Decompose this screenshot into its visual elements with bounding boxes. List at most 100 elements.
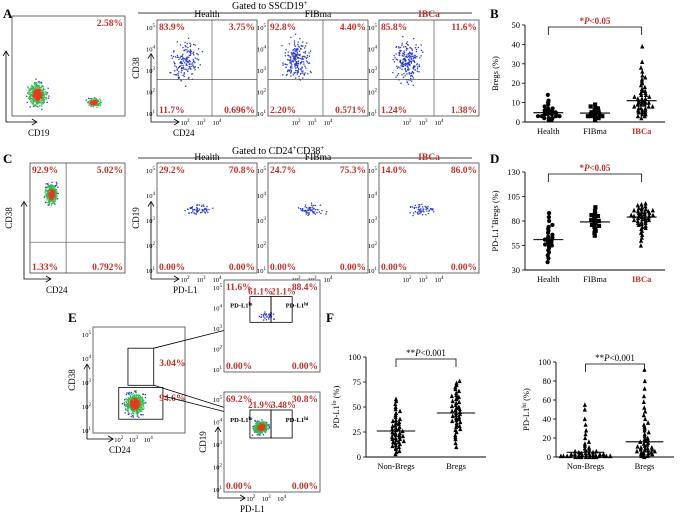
event-dot xyxy=(203,205,205,207)
event-dot xyxy=(130,402,133,404)
event-dot xyxy=(254,419,256,422)
event-dot xyxy=(408,71,410,74)
event-dot xyxy=(204,212,207,214)
event-dot xyxy=(128,413,130,415)
y-tick-exp: 1 xyxy=(89,427,92,432)
event-dot xyxy=(401,62,403,64)
y-tick-exp: 5 xyxy=(375,24,378,29)
event-dot xyxy=(194,213,196,215)
event-dot xyxy=(257,427,259,430)
event-dot xyxy=(193,212,195,214)
event-dot xyxy=(264,428,267,431)
event-dot xyxy=(45,193,47,196)
event-dot xyxy=(417,66,419,68)
event-dot xyxy=(140,403,142,405)
gate-box xyxy=(118,387,164,420)
event-dot xyxy=(33,104,36,106)
event-dot xyxy=(295,53,298,56)
event-dot xyxy=(94,103,97,105)
event-dot xyxy=(43,91,45,94)
event-dot xyxy=(254,430,257,432)
event-dot xyxy=(49,195,51,197)
quadrant-bl: 0.00% xyxy=(270,263,296,273)
event-dot xyxy=(132,395,134,398)
event-dot xyxy=(127,413,130,416)
event-dot xyxy=(36,106,39,108)
event-dot xyxy=(392,58,394,61)
data-point xyxy=(589,110,594,115)
event-dot xyxy=(30,88,33,91)
event-dot xyxy=(297,65,299,67)
event-dot xyxy=(126,404,128,406)
event-dot xyxy=(41,84,44,87)
event-dot xyxy=(129,402,131,404)
event-dot xyxy=(47,182,49,185)
event-dot xyxy=(37,103,39,105)
event-dot xyxy=(55,195,57,197)
event-dot xyxy=(182,46,184,49)
data-point xyxy=(589,213,594,218)
event-dot xyxy=(299,63,301,65)
event-dot xyxy=(397,72,400,75)
event-dot xyxy=(142,393,144,395)
event-dot xyxy=(326,211,328,213)
event-dot xyxy=(132,392,134,394)
event-dot xyxy=(46,194,48,196)
y-tick-exp: 3 xyxy=(375,67,378,72)
event-dot xyxy=(307,208,309,210)
quadrant-br: 0.571% xyxy=(335,106,366,116)
data-point xyxy=(643,96,648,101)
event-dot xyxy=(173,62,176,65)
event-dot xyxy=(30,92,32,94)
event-dot xyxy=(404,57,406,60)
event-dot xyxy=(300,69,302,71)
plot-frame xyxy=(267,162,369,274)
event-dot xyxy=(45,188,47,191)
event-dot xyxy=(53,191,55,193)
event-dot xyxy=(190,206,192,209)
event-dot xyxy=(37,106,39,108)
ylabel-part: PD-L1 xyxy=(331,405,341,428)
event-dot xyxy=(32,91,35,93)
event-dot xyxy=(415,44,417,46)
event-dot xyxy=(41,86,43,88)
event-dot xyxy=(42,93,44,95)
event-dot xyxy=(32,88,35,90)
event-dot xyxy=(35,99,37,101)
event-dot xyxy=(261,431,263,434)
event-dot xyxy=(33,99,36,102)
plot-frame xyxy=(267,19,369,117)
event-dot xyxy=(128,402,130,404)
y-tick-exp: 5 xyxy=(220,396,223,401)
y-tick-exp: 3 xyxy=(375,217,378,222)
event-dot xyxy=(41,108,43,111)
quadrant-tl: 14.0% xyxy=(381,166,407,176)
data-point xyxy=(645,445,650,451)
data-point xyxy=(634,448,640,454)
event-dot xyxy=(135,409,137,411)
event-dot xyxy=(398,66,400,68)
event-dot xyxy=(37,91,39,93)
event-dot xyxy=(398,47,400,49)
y-tick-exp: 1 xyxy=(264,267,267,272)
event-dot xyxy=(265,428,267,430)
data-point xyxy=(638,238,644,243)
event-dot xyxy=(290,63,293,65)
y-tick-label: 101 xyxy=(257,110,267,118)
event-dot xyxy=(51,184,53,186)
data-point xyxy=(639,96,645,101)
plot-frame xyxy=(29,162,126,274)
event-dot xyxy=(416,64,418,66)
event-dot xyxy=(420,55,422,57)
x-tick-label: 104 xyxy=(324,119,334,127)
event-dot xyxy=(173,73,175,76)
event-dot xyxy=(88,104,90,106)
event-dot xyxy=(417,46,419,49)
data-point xyxy=(450,418,455,424)
event-dot xyxy=(138,406,140,408)
event-dot xyxy=(99,101,101,103)
event-dot xyxy=(253,427,255,429)
event-dot xyxy=(306,56,308,59)
event-dot xyxy=(393,61,396,63)
event-dot xyxy=(139,405,141,407)
